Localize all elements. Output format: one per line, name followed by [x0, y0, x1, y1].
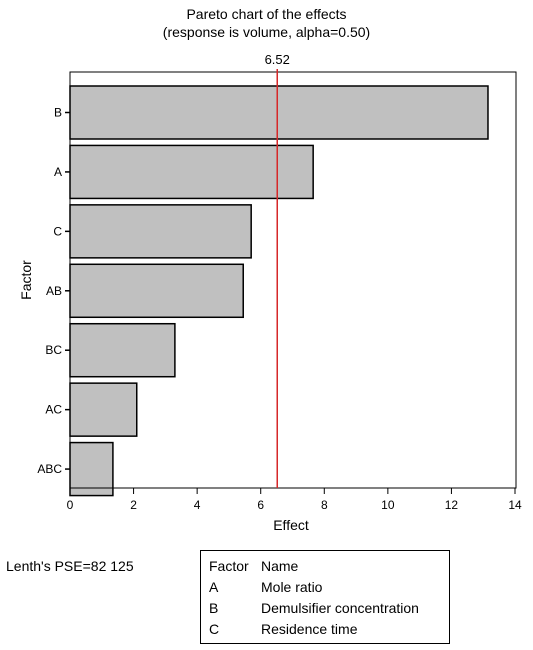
x-tick-label: 2 [130, 498, 137, 512]
y-tick-label: C [53, 224, 62, 238]
x-tick-label: 14 [508, 498, 522, 512]
bar-abc [69, 441, 114, 497]
plot-frame [69, 71, 517, 489]
y-tick-label: ABC [37, 462, 62, 476]
legend-name: Residence time [261, 621, 358, 637]
x-tick-label: 10 [381, 498, 395, 512]
y-tick-label: A [54, 165, 62, 179]
x-tick-label: 0 [67, 498, 74, 512]
x-tick-label: 12 [445, 498, 459, 512]
legend-name: Mole ratio [261, 579, 323, 595]
bar-b [69, 85, 489, 140]
legend-header-factor: Factor [209, 558, 249, 574]
legend-name: Demulsifier concentration [261, 600, 419, 616]
y-tick-label: BC [45, 343, 62, 357]
bar-c [69, 204, 252, 259]
factor-legend: Factor Name A Mole ratio B Demulsifier c… [200, 550, 450, 644]
bars-layer [69, 85, 489, 497]
y-tick-label: B [54, 106, 62, 120]
x-tick-label: 4 [194, 498, 201, 512]
x-tick-label: 6 [257, 498, 264, 512]
bar-ab [69, 263, 244, 319]
x-tick-label: 8 [321, 498, 328, 512]
x-axis-label: Effect [273, 517, 309, 533]
chart-title: Pareto chart of the effects [186, 6, 347, 22]
legend-factor: C [209, 621, 220, 637]
bar-a [69, 144, 314, 200]
legend-factor: A [209, 579, 219, 595]
legend-header-name: Name [261, 558, 299, 574]
y-axis-label: Factor [18, 260, 34, 300]
lenth-pse-note: Lenth's PSE=82 125 [6, 558, 134, 574]
chart-subtitle: (response is volume, alpha=0.50) [162, 24, 371, 40]
legend-factor: B [209, 600, 219, 616]
y-tick-label: AC [45, 403, 62, 417]
y-tick-label: AB [46, 284, 62, 298]
reference-layer: 6.52 [265, 52, 290, 488]
reference-line-label: 6.52 [265, 52, 290, 67]
bar-bc [69, 322, 176, 378]
bar-ac [69, 382, 138, 437]
